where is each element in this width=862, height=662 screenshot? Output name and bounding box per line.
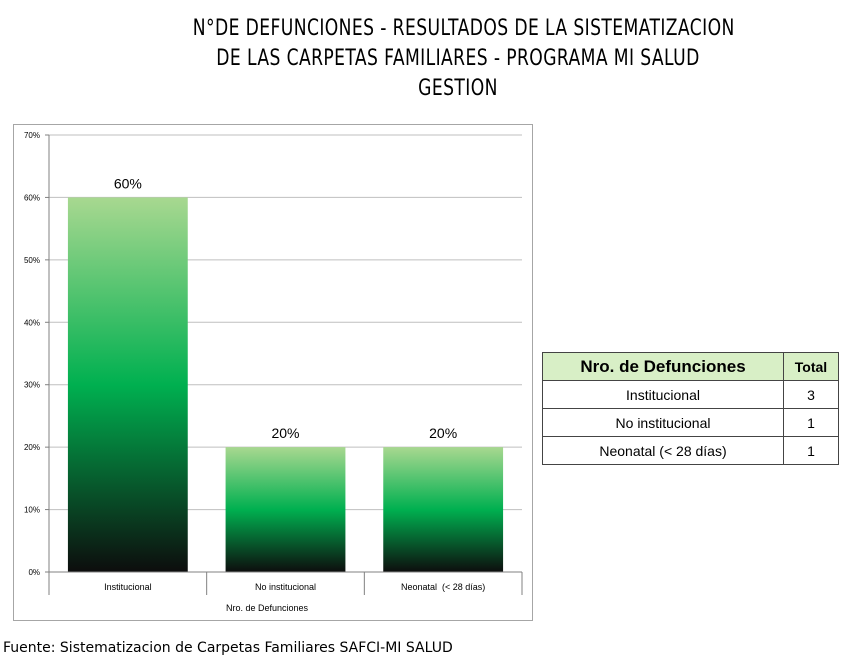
data-label: 20% xyxy=(271,425,299,441)
y-tick-label: 20% xyxy=(24,443,40,452)
bar-chart: 60% 20% 20% 0% 10% 20% 30% 40% 50% 60% 70% Institu… xyxy=(13,124,533,621)
table-cell-category: Institucional xyxy=(542,380,784,409)
data-table: Nro. de Defunciones Total Institucional … xyxy=(542,352,839,465)
y-tick-label: 30% xyxy=(24,381,40,390)
y-tick-label: 60% xyxy=(24,193,40,202)
y-tick-label: 50% xyxy=(24,256,40,265)
table-cell-category: No institucional xyxy=(542,408,784,437)
table-row: Neonatal (< 28 días) 1 xyxy=(542,436,839,465)
chart-title-line-3: GESTION xyxy=(418,76,498,101)
table-row: Institucional 3 xyxy=(542,380,839,409)
bar xyxy=(383,447,504,572)
table-cell-category: Neonatal (< 28 días) xyxy=(542,436,784,465)
bar-chart-canvas: 60% 20% 20% 0% 10% 20% 30% 40% 50% 60% 70% Institu… xyxy=(24,131,523,613)
y-tick-label: 40% xyxy=(24,318,40,327)
chart-title-line-1: N°DE DEFUNCIONES - RESULTADOS DE LA SIST… xyxy=(192,16,735,41)
chart-title: N°DE DEFUNCIONES - RESULTADOS DE LA SIST… xyxy=(192,14,735,104)
x-tick-label: Neonatal (< 28 días) xyxy=(401,582,485,592)
table-cell-total: 1 xyxy=(783,436,839,465)
data-label: 20% xyxy=(429,425,457,441)
table-header-row: Nro. de Defunciones Total xyxy=(542,352,839,381)
data-label: 60% xyxy=(114,175,142,191)
table-header-total: Total xyxy=(783,352,839,381)
y-tick-label: 0% xyxy=(28,568,40,577)
table-cell-total: 3 xyxy=(783,380,839,409)
chart-title-line-2: DE LAS CARPETAS FAMILIARES - PROGRAMA MI… xyxy=(216,46,700,71)
y-tick-label: 10% xyxy=(24,506,40,515)
table-cell-total: 1 xyxy=(783,408,839,437)
table-row: No institucional 1 xyxy=(542,408,839,437)
x-tick-label: No institucional xyxy=(255,582,316,592)
x-tick-label: Institucional xyxy=(104,582,152,592)
y-tick-label: 70% xyxy=(24,131,40,140)
bar xyxy=(67,197,188,572)
source-note: Fuente: Sistematizacion de Carpetas Fami… xyxy=(3,640,453,656)
x-axis-title: Nro. de Defunciones xyxy=(226,603,309,613)
bar xyxy=(225,447,346,572)
table-header-name: Nro. de Defunciones xyxy=(542,352,784,381)
